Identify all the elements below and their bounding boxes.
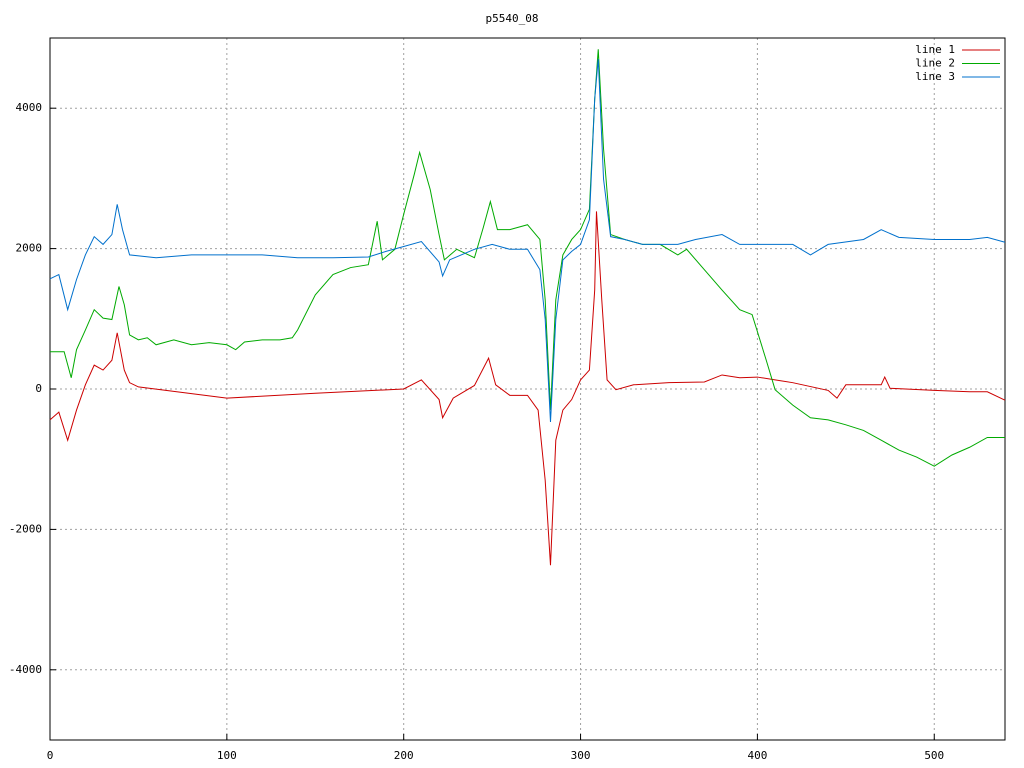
x-tick-label: 400 [747,749,767,762]
y-tick-label: -2000 [9,522,42,535]
plot-frame [49,37,1006,741]
y-tick-label: -4000 [9,663,42,676]
y-tick-label: 2000 [16,242,43,255]
legend-label: line 2 [915,57,955,70]
x-tick-label: 200 [394,749,414,762]
legend-label: line 3 [915,70,955,83]
legend-label: line 1 [915,43,955,56]
data-line [50,49,1005,467]
x-tick-label: 300 [571,749,591,762]
x-tick-label: 100 [217,749,237,762]
data-line [49,59,1006,423]
x-tick-label: 0 [47,749,54,762]
y-tick-label: 4000 [16,101,43,114]
y-tick-label: 0 [35,382,42,395]
chart-title: p5540_08 [486,12,539,25]
x-tick-label: 500 [924,749,944,762]
data-line [49,211,1006,566]
